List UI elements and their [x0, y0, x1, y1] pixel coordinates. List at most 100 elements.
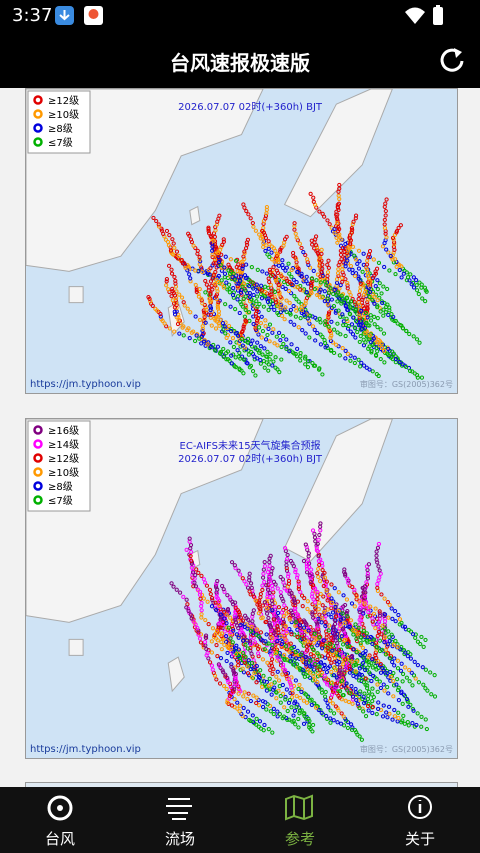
- track-point: [261, 567, 266, 572]
- track-point: [230, 690, 235, 695]
- track-point: [259, 314, 264, 319]
- track-point: [244, 208, 249, 214]
- track-point: [209, 663, 215, 668]
- track-point: [323, 620, 328, 625]
- track-point: [259, 335, 264, 340]
- track-point: [251, 594, 257, 599]
- track-point: [330, 701, 335, 706]
- track-point: [191, 243, 196, 248]
- track-point: [311, 654, 316, 659]
- track-point: [285, 278, 290, 283]
- track-point: [162, 321, 167, 326]
- tab-label[interactable]: 参考: [284, 830, 315, 848]
- track-point: [338, 248, 343, 254]
- track-point: [343, 333, 348, 339]
- track-point: [375, 298, 380, 303]
- track-point: [376, 541, 382, 547]
- track-point: [222, 271, 228, 276]
- track-point: [336, 708, 341, 713]
- track-point: [240, 266, 245, 271]
- track-point: [258, 344, 263, 349]
- track-point: [267, 590, 272, 596]
- track-point: [317, 673, 322, 678]
- track-point: [393, 609, 398, 614]
- track-point: [315, 680, 320, 685]
- track-point: [321, 594, 326, 599]
- track-point: [359, 737, 365, 742]
- track-point: [335, 290, 341, 295]
- track-point: [269, 598, 274, 603]
- track-point: [276, 299, 281, 304]
- track-point: [372, 322, 377, 327]
- track-point: [241, 296, 246, 301]
- track-point: [248, 216, 253, 221]
- track-point: [296, 716, 301, 722]
- track-point: [238, 630, 243, 635]
- track-point: [339, 678, 345, 684]
- track-point: [202, 580, 208, 585]
- track-point: [296, 586, 301, 591]
- track-point: [197, 254, 202, 260]
- track-point: [271, 579, 277, 585]
- track-point: [259, 296, 265, 301]
- track-point: [351, 219, 356, 224]
- track-point: [277, 712, 282, 717]
- track-point: [297, 711, 302, 716]
- track-point: [330, 626, 336, 631]
- track-point: [197, 336, 202, 341]
- track-point: [256, 724, 261, 729]
- tab-label[interactable]: 关于: [404, 830, 435, 848]
- track-point: [242, 579, 247, 584]
- track-point: [237, 709, 242, 714]
- track-point: [283, 623, 288, 629]
- track-point: [217, 604, 222, 610]
- track-point: [245, 709, 251, 714]
- track-point: [250, 619, 255, 624]
- track-point: [231, 668, 236, 674]
- track-point: [407, 368, 413, 373]
- track-point: [345, 280, 350, 286]
- track-point: [357, 339, 362, 345]
- track-point: [329, 614, 334, 620]
- track-point: [237, 612, 242, 617]
- track-point: [218, 317, 223, 323]
- track-point: [257, 301, 262, 307]
- track-point: [322, 289, 327, 294]
- track-point: [223, 331, 228, 336]
- track-point: [200, 269, 205, 275]
- track-point: [317, 664, 322, 669]
- track-point: [379, 592, 384, 597]
- forecast-map[interactable]: ≥16级≥14级≥12级≥10级≥8级≤7级EC-AIFS未来15天气旋集合预报…: [25, 418, 458, 759]
- track-point: [280, 577, 286, 582]
- track-point: [310, 729, 315, 734]
- track-point: [301, 671, 306, 676]
- track-point: [303, 692, 309, 697]
- track-point: [226, 680, 231, 685]
- tab-label[interactable]: 台风: [44, 830, 75, 848]
- track-point: [357, 292, 362, 297]
- track-point: [209, 650, 215, 655]
- track-point: [309, 283, 314, 288]
- track-point: [347, 663, 352, 669]
- tab-label[interactable]: 流场: [164, 830, 195, 848]
- track-point: [382, 612, 388, 617]
- track-point: [362, 596, 368, 601]
- track-point: [328, 708, 333, 713]
- track-point: [264, 707, 269, 712]
- track-point: [398, 647, 403, 652]
- track-point: [370, 704, 375, 710]
- track-point: [264, 354, 269, 359]
- track-point: [429, 692, 434, 697]
- track-point: [183, 265, 188, 270]
- track-point: [410, 683, 415, 688]
- track-point: [307, 335, 312, 340]
- track-point: [341, 642, 346, 647]
- track-point: [241, 705, 246, 711]
- track-point: [321, 609, 327, 615]
- track-point: [198, 596, 203, 601]
- track-point: [368, 634, 374, 640]
- track-point: [291, 713, 296, 718]
- refresh-button[interactable]: [437, 45, 467, 75]
- track-point: [226, 323, 232, 329]
